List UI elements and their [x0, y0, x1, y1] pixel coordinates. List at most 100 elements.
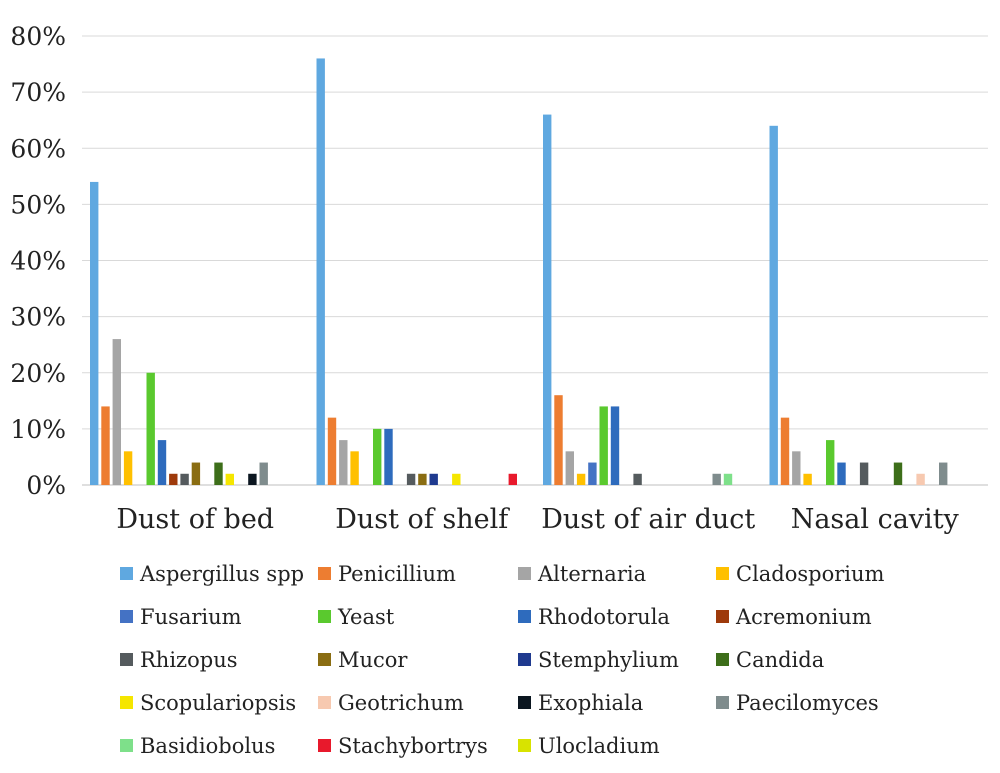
bar — [214, 462, 223, 485]
bar — [837, 462, 846, 485]
bar — [90, 181, 99, 486]
y-tick-label: 10% — [10, 415, 66, 444]
bar — [373, 428, 382, 485]
bar — [826, 440, 835, 485]
bar — [248, 473, 257, 485]
legend-label: Exophiala — [538, 691, 643, 715]
legend-label: Acremonium — [735, 605, 872, 629]
y-tick-label: 40% — [10, 247, 66, 276]
bar — [565, 451, 574, 485]
category-label: Dust of bed — [116, 504, 274, 535]
bar — [350, 451, 359, 485]
bar — [554, 395, 563, 485]
legend-label: Rhodotorula — [538, 605, 670, 629]
legend-swatch — [716, 653, 729, 666]
legend-swatch — [318, 653, 331, 666]
bar — [384, 428, 393, 485]
legend-label: Cladosporium — [736, 562, 885, 586]
bar — [339, 440, 348, 485]
bar — [327, 417, 337, 485]
y-tick-label: 0% — [26, 471, 66, 500]
gridlines — [82, 35, 988, 430]
bar — [406, 473, 416, 485]
legend-label: Aspergillus spp — [139, 562, 304, 586]
legend-label: Penicillium — [338, 562, 456, 586]
bar — [452, 473, 461, 485]
legend-label: Paecilomyces — [736, 691, 879, 715]
bar — [316, 58, 325, 485]
bar — [180, 473, 189, 485]
y-tick-label: 30% — [10, 303, 66, 332]
y-axis-ticks: 0% 10% 20% 30% 40% 50% 60% 70% 80% — [10, 22, 66, 500]
bar — [610, 406, 620, 485]
legend-swatch — [716, 610, 729, 623]
legend-swatch — [120, 567, 133, 580]
bar — [123, 451, 133, 485]
bar — [712, 473, 721, 485]
category-label: Dust of shelf — [335, 504, 510, 535]
bar — [418, 473, 427, 485]
legend-swatch — [518, 653, 531, 666]
legend-label: Scopulariopsis — [140, 691, 296, 715]
y-tick-label: 80% — [10, 22, 66, 51]
legend-label: Mucor — [338, 648, 408, 672]
bar — [543, 114, 552, 485]
legend-label: Ulocladium — [538, 734, 660, 758]
bar — [803, 473, 812, 485]
legend-swatch — [716, 567, 729, 580]
bar — [893, 462, 903, 485]
bar — [112, 339, 121, 485]
bar — [769, 125, 778, 486]
bar — [146, 372, 155, 485]
bar — [588, 462, 597, 485]
legend-swatch — [518, 739, 531, 752]
legend-swatch — [518, 567, 531, 580]
bar — [191, 462, 201, 485]
legend-label: Yeast — [337, 605, 395, 629]
bar — [599, 406, 608, 485]
bar — [633, 473, 642, 485]
y-tick-label: 50% — [10, 190, 66, 219]
legend-label: Stachybortrys — [338, 734, 488, 758]
legend-swatch — [518, 696, 531, 709]
bar — [225, 473, 234, 485]
bar — [859, 462, 869, 485]
bar — [157, 440, 167, 485]
y-tick-label: 70% — [10, 78, 66, 107]
legend-swatch — [318, 610, 331, 623]
legend-swatch — [318, 696, 331, 709]
legend-label: Geotrichum — [338, 691, 464, 715]
bar — [916, 473, 925, 485]
category-label: Dust of air duct — [541, 504, 755, 535]
legend-swatch — [120, 653, 133, 666]
legend-swatch — [318, 567, 331, 580]
legend-label: Candida — [736, 648, 824, 672]
legend-label: Stemphylium — [538, 648, 679, 672]
legend-swatch — [120, 696, 133, 709]
legend-swatch — [518, 610, 531, 623]
y-tick-label: 20% — [10, 359, 66, 388]
bar — [792, 451, 801, 485]
bar — [576, 473, 586, 485]
legend-swatch — [120, 739, 133, 752]
legend-label: Fusarium — [140, 605, 242, 629]
category-label: Nasal cavity — [791, 504, 960, 535]
bar — [780, 417, 790, 485]
bar — [169, 473, 178, 485]
bar — [259, 462, 268, 485]
bar — [939, 462, 948, 485]
legend-swatch — [716, 696, 729, 709]
legend-label: Basidiobolus — [140, 734, 275, 758]
bars — [90, 58, 948, 486]
legend-label: Rhizopus — [140, 648, 238, 672]
legend-swatch — [120, 610, 133, 623]
legend-swatch — [318, 739, 331, 752]
bar — [101, 406, 110, 485]
bar — [429, 473, 438, 485]
y-tick-label: 60% — [10, 134, 66, 163]
legend: Aspergillus spp Penicillium Alternaria Clad… — [120, 562, 885, 758]
legend-label: Alternaria — [537, 562, 646, 586]
category-labels: Dust of bed Dust of shelf Dust of air duct… — [116, 504, 959, 535]
bar — [508, 473, 517, 485]
